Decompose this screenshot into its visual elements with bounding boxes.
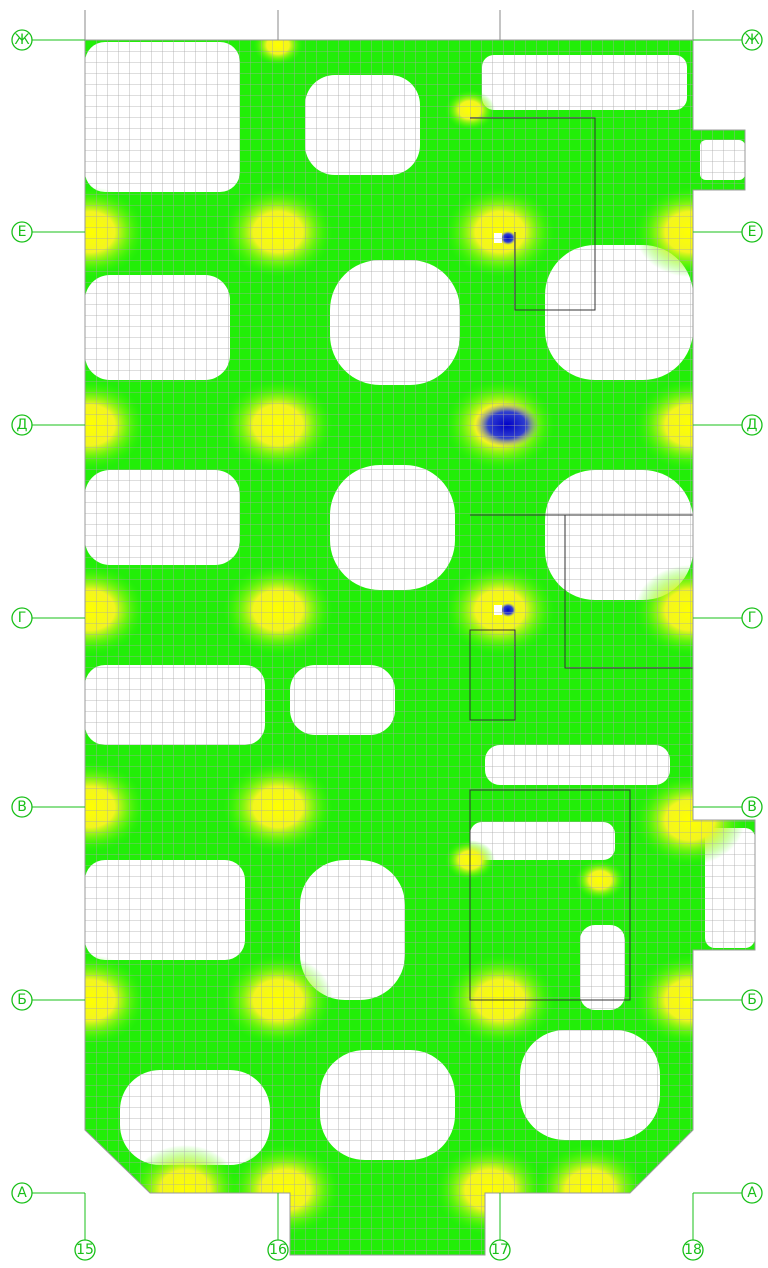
axis-bubble <box>11 1182 33 1204</box>
axis-bubble <box>11 221 33 243</box>
axis-label: 18 <box>684 1242 702 1258</box>
axis-label: Е <box>748 224 757 240</box>
axis-label: Б <box>17 992 27 1008</box>
axis-label: Б <box>747 992 757 1008</box>
axis-label: Е <box>18 224 27 240</box>
axis-bubble <box>741 796 763 818</box>
axis-bubble <box>741 1182 763 1204</box>
axis-label: Г <box>18 610 27 626</box>
axis-bubble <box>682 1239 704 1261</box>
axis-label: 15 <box>76 1242 94 1258</box>
axis-bubble <box>11 414 33 436</box>
axis-label: Д <box>17 417 28 433</box>
axis-label: 16 <box>269 1242 287 1258</box>
axis-label: Г <box>748 610 757 626</box>
axis-bubble <box>741 29 763 51</box>
axis-bubble <box>489 1239 511 1261</box>
axis-label: Ж <box>744 32 759 48</box>
axis-bubble <box>11 29 33 51</box>
axis-label: А <box>747 1185 757 1201</box>
axis-bubble <box>74 1239 96 1261</box>
axis-label: Д <box>747 417 758 433</box>
axis-label: В <box>17 799 27 815</box>
axis-bubble <box>741 989 763 1011</box>
axis-bubble <box>11 989 33 1011</box>
axis-label: В <box>747 799 757 815</box>
axis-bubble <box>741 607 763 629</box>
axis-label: 17 <box>491 1242 509 1258</box>
axis-bubble <box>741 414 763 436</box>
axis-bubble <box>11 607 33 629</box>
axis-bubble <box>741 221 763 243</box>
plate <box>85 40 755 1255</box>
axis-label: Ж <box>14 32 29 48</box>
axis-markers: Ж Ж Е Е Д Д Г Г В В Б Б А А 15 16 17 18 <box>11 10 763 1261</box>
axis-bubble <box>11 796 33 818</box>
axis-bubble <box>267 1239 289 1261</box>
axis-label: А <box>17 1185 27 1201</box>
